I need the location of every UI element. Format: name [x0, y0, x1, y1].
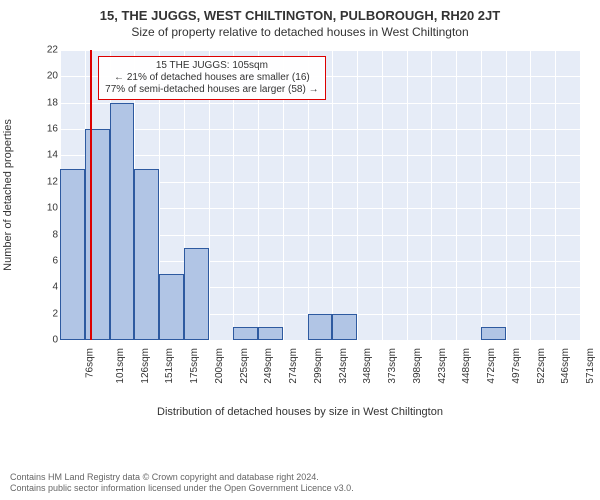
bar [184, 248, 209, 340]
y-tick: 0 [52, 335, 58, 346]
bar [60, 169, 85, 340]
x-tick: 522sqm [536, 348, 547, 384]
y-tick: 2 [52, 308, 58, 319]
bar [332, 314, 357, 340]
bar [233, 327, 258, 340]
x-tick: 423sqm [437, 348, 448, 384]
callout-line1: 15 THE JUGGS: 105sqm [105, 60, 318, 72]
x-tick: 373sqm [387, 348, 398, 384]
x-tick: 497sqm [511, 348, 522, 384]
x-tick: 76sqm [85, 348, 96, 378]
x-tick: 571sqm [585, 348, 596, 384]
x-tick: 249sqm [263, 348, 274, 384]
bar [481, 327, 506, 340]
y-tick: 14 [47, 150, 58, 161]
x-tick: 299sqm [313, 348, 324, 384]
x-tick: 348sqm [362, 348, 373, 384]
bar [258, 327, 283, 340]
y-tick: 8 [52, 229, 58, 240]
bar [134, 169, 159, 340]
x-tick: 546sqm [561, 348, 572, 384]
x-tick: 175sqm [189, 348, 200, 384]
y-axis-ticks: 0246810121416182022 [32, 50, 60, 340]
y-tick: 16 [47, 124, 58, 135]
bar [308, 314, 333, 340]
x-tick: 151sqm [164, 348, 175, 384]
x-tick: 472sqm [486, 348, 497, 384]
x-tick: 225sqm [239, 348, 250, 384]
y-tick: 12 [47, 176, 58, 187]
bar [110, 103, 135, 340]
x-tick: 324sqm [338, 348, 349, 384]
footer-line1: Contains HM Land Registry data © Crown c… [10, 472, 354, 483]
marker-callout: 15 THE JUGGS: 105sqm ← 21% of detached h… [98, 56, 325, 100]
marker-line [90, 50, 92, 340]
callout-line3: 77% of semi-detached houses are larger (… [105, 84, 318, 96]
x-axis-label: Distribution of detached houses by size … [0, 406, 600, 418]
x-tick: 200sqm [214, 348, 225, 384]
y-tick: 10 [47, 203, 58, 214]
y-tick: 6 [52, 255, 58, 266]
footer-line2: Contains public sector information licen… [10, 483, 354, 494]
y-tick: 20 [47, 71, 58, 82]
plot-area: 15 THE JUGGS: 105sqm ← 21% of detached h… [60, 50, 580, 340]
callout-line2: ← 21% of detached houses are smaller (16… [105, 72, 318, 84]
footer: Contains HM Land Registry data © Crown c… [10, 472, 354, 494]
x-tick: 448sqm [462, 348, 473, 384]
y-tick: 22 [47, 45, 58, 56]
x-tick: 101sqm [115, 348, 126, 384]
y-tick: 18 [47, 97, 58, 108]
y-axis-label: Number of detached properties [2, 119, 14, 271]
x-tick: 126sqm [140, 348, 151, 384]
x-tick: 398sqm [412, 348, 423, 384]
chart-subtitle: Size of property relative to detached ho… [0, 23, 600, 39]
chart-title: 15, THE JUGGS, WEST CHILTINGTON, PULBORO… [0, 0, 600, 23]
bar [85, 129, 110, 340]
bar [159, 274, 184, 340]
x-tick: 274sqm [288, 348, 299, 384]
y-tick: 4 [52, 282, 58, 293]
